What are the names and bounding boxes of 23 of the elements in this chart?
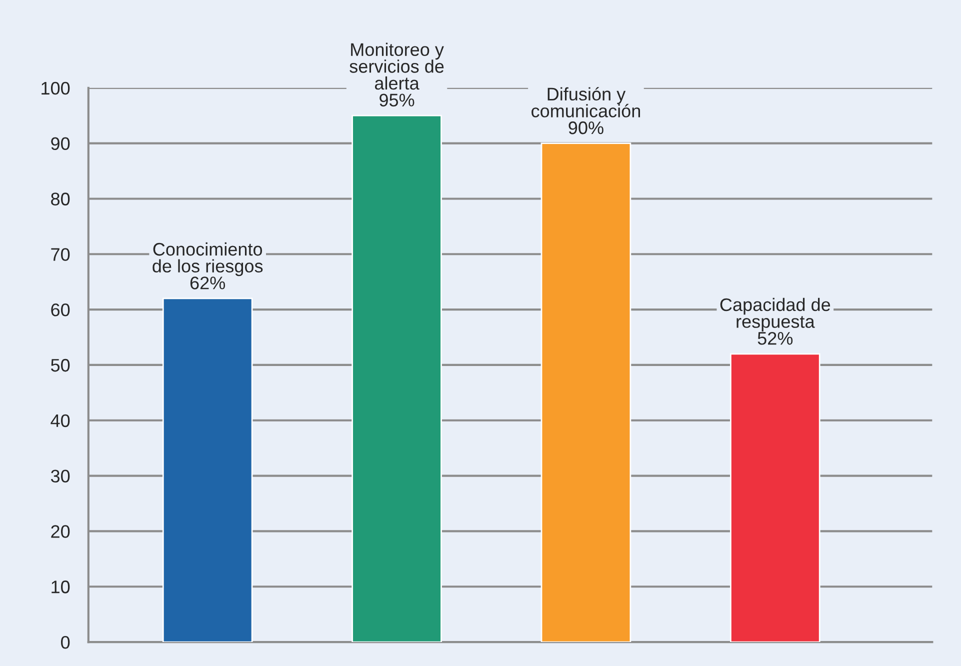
bar	[730, 353, 820, 642]
y-tick-label: 30	[50, 470, 70, 483]
bar	[162, 298, 253, 642]
data-label: 62%	[190, 276, 226, 290]
y-tick-label: 90	[51, 137, 70, 150]
data-label: 90%	[568, 121, 604, 134]
y-tick-label: 80	[51, 192, 70, 206]
y-tick-label: 70	[51, 248, 70, 261]
x-tick-label: Difusión y comunicación	[532, 87, 640, 118]
y-tick-label: 50	[51, 358, 70, 372]
y-tick-label: 100	[42, 82, 70, 95]
data-label: 95%	[380, 94, 414, 106]
bar	[352, 114, 442, 642]
x-tick-label: Conocimiento de los riesgos	[152, 242, 263, 276]
y-tick-label: 40	[50, 414, 70, 428]
data-label: 52%	[758, 332, 793, 345]
bar	[540, 142, 632, 642]
y-tick-label: 20	[51, 525, 70, 538]
y-tick-label: 60	[51, 303, 70, 316]
x-tick-label: Capacidad de respuesta	[720, 298, 830, 332]
y-tick-label: 0	[61, 636, 70, 649]
x-tick-label: Monitoreo y servicios de alerta	[350, 42, 444, 90]
y-tick-label: 10	[52, 580, 70, 594]
